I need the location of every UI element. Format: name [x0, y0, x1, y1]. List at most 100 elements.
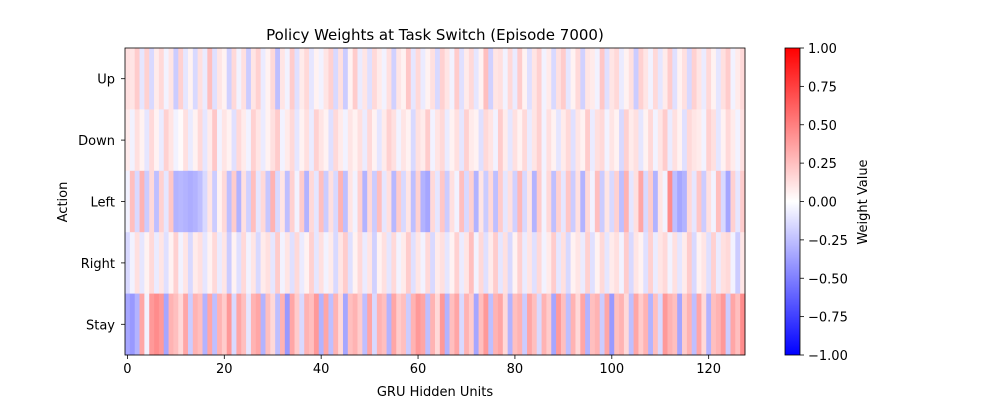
heatmap-cell — [134, 232, 140, 294]
heatmap-cell — [473, 232, 479, 294]
heatmap-cell — [435, 232, 441, 294]
heatmap-cell — [619, 293, 625, 356]
heatmap-cell — [154, 170, 160, 233]
heatmap-cell — [720, 109, 726, 172]
heatmap-cell — [304, 170, 310, 233]
heatmap-cell — [250, 232, 257, 294]
heatmap-cell — [139, 293, 145, 356]
heatmap-cell — [391, 170, 397, 233]
heatmap-cell — [706, 109, 712, 172]
heatmap-cell — [212, 109, 218, 172]
heatmap-cell — [560, 170, 567, 233]
heatmap-cell — [313, 232, 320, 294]
heatmap-cell — [139, 109, 145, 172]
heatmap-cell — [580, 109, 586, 172]
y-tick-label: Up — [97, 73, 115, 88]
heatmap-cell — [430, 293, 436, 356]
heatmap-cell — [250, 293, 257, 356]
heatmap-cell — [599, 170, 605, 233]
heatmap-cell — [236, 293, 242, 356]
heatmap-cell — [183, 232, 189, 294]
heatmap-cell — [459, 170, 465, 233]
heatmap-cell — [347, 232, 353, 294]
heatmap-cell — [265, 48, 271, 110]
heatmap-cell — [125, 170, 131, 233]
heatmap-cell — [740, 293, 746, 356]
heatmap-cell — [323, 232, 329, 294]
heatmap-cell — [289, 48, 295, 110]
heatmap-cell — [643, 293, 649, 356]
heatmap-cell — [691, 48, 697, 110]
heatmap-cell — [178, 293, 184, 356]
heatmap-cell — [178, 48, 184, 110]
heatmap-cell — [410, 170, 416, 233]
heatmap-cell — [604, 293, 610, 356]
heatmap-cell — [415, 109, 421, 172]
heatmap-cell — [556, 293, 562, 356]
heatmap-cell — [686, 48, 693, 110]
heatmap-cell — [623, 170, 630, 233]
heatmap-cell — [333, 170, 339, 233]
heatmap-cell — [497, 109, 504, 172]
heatmap-cell — [221, 232, 228, 294]
heatmap-cell — [706, 293, 712, 356]
colorbar: 1.00 0.75 0.50 0.25 0.00 −0.25 −0.50 −0.75 −1.00… — [784, 42, 871, 364]
heatmap-cell — [318, 293, 324, 356]
heatmap-cell — [711, 170, 717, 233]
heatmap-cell — [454, 109, 460, 172]
heatmap-cell — [507, 232, 513, 294]
heatmap-cell — [333, 293, 339, 356]
heatmap-cell — [231, 170, 237, 233]
heatmap-cell — [134, 170, 140, 233]
heatmap-cell — [328, 232, 334, 294]
heatmap-cell — [565, 48, 571, 110]
heatmap-cell — [551, 232, 557, 294]
heatmap-cell — [299, 109, 305, 172]
heatmap-cell — [497, 170, 504, 233]
heatmap-cell — [454, 293, 460, 356]
heatmap-cell — [217, 109, 223, 172]
heatmap-cell — [299, 232, 305, 294]
colorbar-tick-label: −1.00 — [808, 349, 848, 364]
heatmap-cell — [725, 109, 731, 172]
heatmap-cell — [241, 232, 247, 294]
heatmap-cell — [178, 170, 184, 233]
heatmap-cell — [638, 109, 644, 172]
heatmap-cell — [299, 293, 305, 356]
heatmap-cell — [507, 170, 513, 233]
heatmap-cell — [628, 48, 634, 110]
heatmap-cell — [328, 48, 334, 110]
heatmap-cell — [420, 48, 426, 110]
heatmap-cell — [410, 232, 416, 294]
heatmap-cell — [168, 109, 174, 172]
heatmap-cell — [439, 293, 446, 356]
heatmap-cell — [672, 170, 678, 233]
heatmap-cell — [386, 232, 392, 294]
heatmap-cell — [192, 232, 198, 294]
heatmap-cell — [410, 48, 416, 110]
heatmap-cell — [468, 109, 475, 172]
heatmap-cell — [502, 48, 508, 110]
heatmap-cell — [226, 232, 232, 294]
heatmap-cell — [517, 232, 523, 294]
colorbar-gradient — [784, 47, 801, 356]
heatmap-cell — [183, 170, 189, 233]
heatmap-cell — [696, 232, 702, 294]
heatmap-cell — [260, 170, 266, 233]
heatmap-cell — [633, 170, 639, 233]
heatmap-cell — [609, 293, 615, 356]
heatmap-cell — [367, 232, 373, 294]
heatmap-cell — [464, 293, 470, 356]
heatmap-cell — [531, 232, 538, 294]
heatmap-cell — [522, 48, 528, 110]
heatmap-cell — [691, 170, 697, 233]
heatmap-cell — [652, 48, 659, 110]
heatmap-cell — [313, 48, 320, 110]
heatmap-cell — [318, 48, 324, 110]
heatmap-cell — [570, 232, 576, 294]
heatmap-cell — [158, 293, 165, 356]
heatmap-cell — [391, 232, 397, 294]
heatmap-cell — [187, 293, 194, 356]
heatmap-cell — [725, 293, 731, 356]
x-tick-label: 80 — [507, 362, 524, 377]
